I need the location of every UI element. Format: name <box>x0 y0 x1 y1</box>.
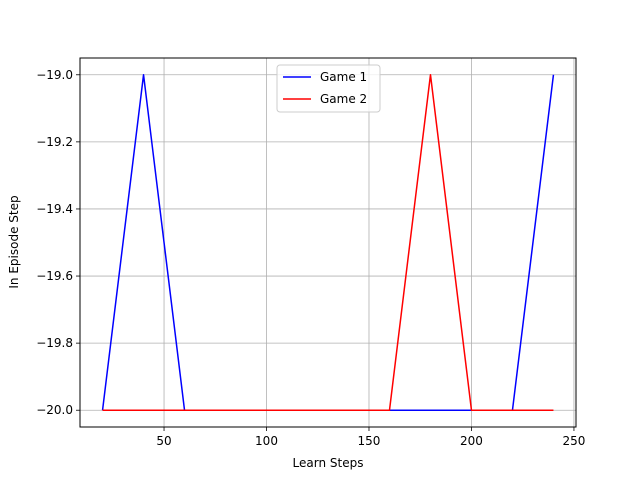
y-tick-label: −19.6 <box>36 269 73 283</box>
y-tick-label: −19.4 <box>36 202 73 216</box>
x-axis-label: Learn Steps <box>293 456 364 470</box>
x-tick-label: 250 <box>562 434 585 448</box>
legend-label-2: Game 2 <box>320 92 367 106</box>
x-tick-label: 100 <box>255 434 278 448</box>
y-tick-label: −20.0 <box>36 403 73 417</box>
series-line-2 <box>102 74 554 411</box>
series-layer <box>101 74 555 411</box>
y-axis: −19.0 −19.2 −19.4 −19.6 −19.8 −20.0 <box>36 68 80 417</box>
plot-frame <box>79 57 577 428</box>
y-tick-label: −19.0 <box>36 68 73 82</box>
x-axis: 50 100 150 200 250 <box>156 427 585 448</box>
legend: Game 1 Game 2 <box>276 64 381 113</box>
x-tick-label: 150 <box>358 434 381 448</box>
y-axis-label: In Episode Step <box>7 195 21 288</box>
y-tick-label: −19.8 <box>36 336 73 350</box>
x-tick-label: 200 <box>460 434 483 448</box>
y-tick-label: −19.2 <box>36 135 73 149</box>
legend-label-1: Game 1 <box>320 70 367 84</box>
x-tick-label: 50 <box>156 434 171 448</box>
